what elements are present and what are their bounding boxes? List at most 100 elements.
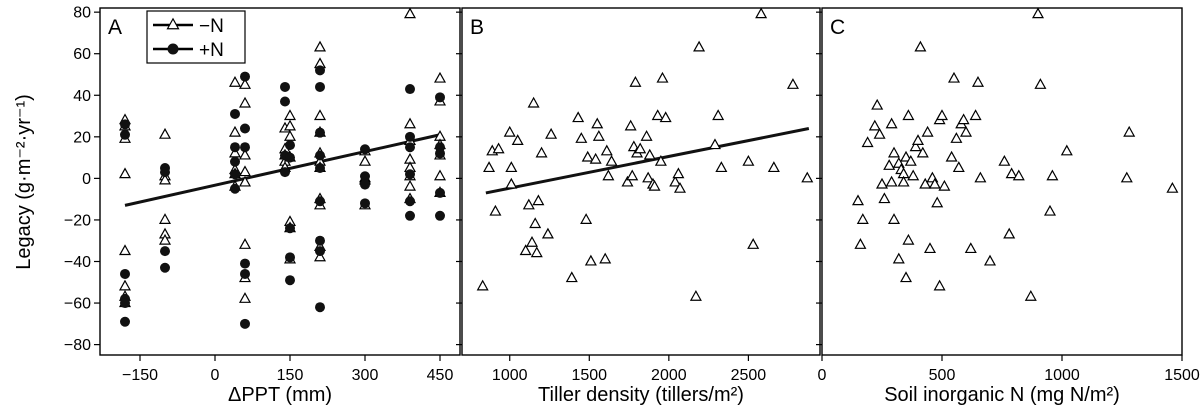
data-point-minus-n [935,109,949,121]
data-point-minus-n [923,242,937,254]
data-point-minus-n [887,213,901,224]
data-point-plus-n [435,92,445,103]
data-point-plus-n [315,246,325,257]
data-point-minus-n [283,119,297,131]
y-axis-label: Legacy (g·m⁻²·yr⁻¹) [13,94,35,270]
data-point-minus-n [643,148,656,160]
data-point-minus-n [118,279,132,291]
x-axis-label: Soil inorganic N (mg N/m²) [884,384,1120,406]
data-point-minus-n [885,117,898,129]
data-point-minus-n [1043,204,1057,216]
data-point-plus-n [230,108,240,119]
data-point-minus-n [158,213,172,224]
data-point-minus-n [1024,290,1037,301]
data-point-minus-n [503,125,516,137]
data-point-plus-n [285,275,295,286]
data-point-minus-n [931,196,944,208]
data-point-minus-n [283,130,297,141]
x-tick-label: −150 [122,367,158,384]
data-point-minus-n [856,213,869,224]
data-point-minus-n [947,71,961,83]
data-point-plus-n [285,252,295,263]
data-point-minus-n [403,7,417,19]
y-tick-label: 80 [73,5,91,22]
legend-marker-triangle [166,17,180,30]
data-point-minus-n [621,175,634,187]
data-point-minus-n [1012,169,1025,181]
data-point-minus-n [565,271,578,283]
data-point-minus-n [875,177,889,189]
data-point-plus-n [315,162,325,173]
data-point-minus-n [767,161,780,173]
data-point-minus-n [868,119,881,131]
x-tick-label: 1000 [1044,367,1080,384]
data-point-minus-n [902,109,915,121]
data-point-minus-n [1123,125,1136,137]
data-point-minus-n [313,40,327,52]
data-point-minus-n [118,167,132,179]
data-point-plus-n [240,258,250,269]
data-point-minus-n [945,150,958,162]
data-point-plus-n [120,316,130,327]
data-point-minus-n [964,242,977,254]
data-point-minus-n [914,40,927,52]
y-tick-label: 0 [82,171,91,188]
data-point-plus-n [230,142,240,153]
data-point-minus-n [238,238,252,249]
data-point-minus-n [672,167,685,179]
data-point-minus-n [476,279,489,291]
y-tick-label: −60 [64,296,91,313]
data-point-minus-n [624,119,637,131]
data-point-minus-n [673,181,687,193]
data-point-minus-n [911,134,925,146]
x-axis-label: ΔPPT (mm) [228,384,332,406]
y-tick-label: −80 [64,337,91,354]
data-point-minus-n [861,136,874,148]
data-point-plus-n [160,246,170,257]
y-tick-label: 60 [73,46,91,63]
data-point-minus-n [712,109,725,121]
data-point-minus-n [519,244,532,256]
data-point-plus-n [280,167,290,178]
data-point-minus-n [1120,171,1133,183]
data-point-minus-n [158,173,172,185]
plot-frame [461,7,821,356]
data-point-minus-n [916,146,929,158]
data-point-minus-n [651,109,664,121]
data-point-plus-n [120,268,130,279]
x-tick-label: 0 [818,367,827,384]
data-point-plus-n [435,187,445,198]
data-point-minus-n [642,171,655,183]
data-point-minus-n [629,75,642,87]
data-point-minus-n [283,109,297,121]
data-point-minus-n [572,111,585,123]
data-point-minus-n [851,194,865,206]
data-point-plus-n [405,210,415,221]
data-point-minus-n [952,161,965,173]
data-point-minus-n [883,159,896,170]
data-point-minus-n [871,98,884,110]
data-point-minus-n [648,179,661,191]
data-point-minus-n [656,71,669,83]
data-point-minus-n [358,154,372,166]
data-point-minus-n [907,169,920,181]
data-point-minus-n [532,194,545,206]
data-point-minus-n [887,146,901,158]
data-point-minus-n [689,290,702,301]
x-tick-label: 1000 [492,367,528,384]
data-point-plus-n [240,71,250,82]
x-tick-label: 0 [211,367,220,384]
data-point-plus-n [230,156,240,167]
data-point-minus-n [599,252,612,264]
data-point-minus-n [525,235,539,247]
x-tick-label: 2500 [731,367,767,384]
data-point-plus-n [360,144,370,155]
data-point-minus-n [904,154,917,166]
panel-label: B [470,16,484,39]
data-point-minus-n [580,213,593,224]
data-point-minus-n [238,165,252,177]
data-point-minus-n [238,175,252,187]
data-point-minus-n [957,113,970,125]
data-point-minus-n [541,227,554,239]
